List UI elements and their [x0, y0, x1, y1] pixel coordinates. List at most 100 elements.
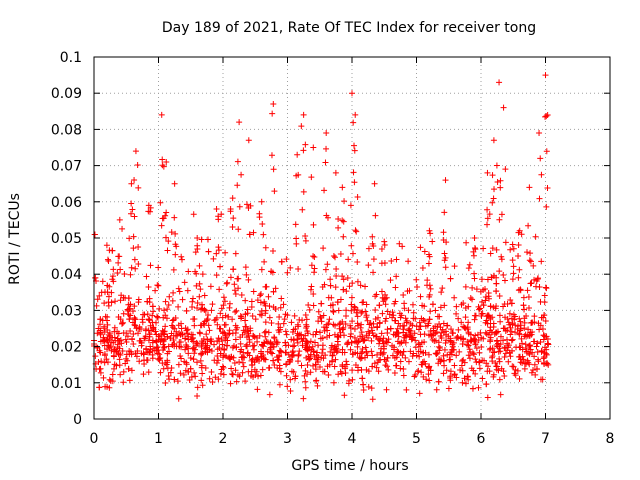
- data-point: [243, 201, 250, 208]
- data-point: [365, 334, 372, 341]
- data-point: [442, 177, 449, 184]
- data-point: [182, 346, 189, 353]
- data-point: [447, 375, 454, 382]
- data-point: [234, 275, 241, 282]
- chart-title: Day 189 of 2021, Rate Of TEC Index for r…: [162, 20, 536, 36]
- data-point: [92, 353, 99, 360]
- data-point: [540, 332, 547, 339]
- data-point: [238, 292, 245, 299]
- data-point: [330, 253, 337, 260]
- data-point: [220, 294, 227, 301]
- data-point: [189, 298, 196, 305]
- data-point: [270, 288, 277, 295]
- data-point: [326, 316, 333, 323]
- data-point: [130, 331, 137, 338]
- data-point: [496, 268, 503, 275]
- data-point: [349, 280, 356, 287]
- data-point: [509, 336, 516, 343]
- data-point: [489, 199, 496, 206]
- data-point: [447, 338, 454, 345]
- data-point: [302, 312, 309, 319]
- data-point: [178, 256, 185, 263]
- data-point: [237, 340, 244, 347]
- data-point: [139, 316, 146, 323]
- data-point: [268, 319, 275, 326]
- data-point: [442, 340, 449, 347]
- data-point: [483, 360, 490, 367]
- data-point: [278, 295, 285, 302]
- data-point: [241, 329, 248, 336]
- data-point: [223, 280, 230, 287]
- data-point: [438, 357, 445, 364]
- data-point: [123, 339, 130, 346]
- data-point: [229, 316, 236, 323]
- data-point: [223, 334, 230, 341]
- data-point: [262, 328, 269, 335]
- data-point: [110, 266, 117, 273]
- data-point: [416, 353, 423, 360]
- data-point: [215, 247, 222, 254]
- data-point: [133, 325, 140, 332]
- data-point: [335, 307, 342, 314]
- data-point: [440, 370, 447, 377]
- data-point: [304, 339, 311, 346]
- data-point: [196, 262, 203, 269]
- data-point: [295, 332, 302, 339]
- data-point: [231, 287, 238, 294]
- data-point: [438, 289, 445, 296]
- data-point: [138, 339, 145, 346]
- data-point: [128, 200, 135, 207]
- data-point: [463, 239, 470, 246]
- data-point: [131, 256, 138, 263]
- data-point: [134, 347, 141, 354]
- data-point: [145, 284, 152, 291]
- data-point: [322, 352, 329, 359]
- data-point: [341, 198, 348, 205]
- data-point: [471, 244, 478, 251]
- data-point: [526, 257, 533, 264]
- data-point: [340, 233, 347, 240]
- data-point: [451, 362, 458, 369]
- data-point: [310, 331, 317, 338]
- data-point: [238, 346, 245, 353]
- data-point: [536, 283, 543, 290]
- data-point: [382, 318, 389, 325]
- data-point: [157, 369, 164, 376]
- data-point: [351, 179, 358, 186]
- data-point: [260, 343, 267, 350]
- data-point: [105, 342, 112, 349]
- data-point: [109, 371, 116, 378]
- data-point: [223, 342, 230, 349]
- data-point: [545, 361, 552, 368]
- data-point: [298, 362, 305, 369]
- data-point: [496, 376, 503, 383]
- data-point: [147, 348, 154, 355]
- data-point: [271, 334, 278, 341]
- data-point: [168, 330, 175, 337]
- data-point: [293, 172, 300, 179]
- data-point: [530, 366, 537, 373]
- data-point: [198, 377, 205, 384]
- data-point: [416, 319, 423, 326]
- data-point: [345, 380, 352, 387]
- data-point: [268, 152, 275, 159]
- data-point: [305, 356, 312, 363]
- data-point: [490, 195, 497, 202]
- data-point: [465, 376, 472, 383]
- data-point: [527, 258, 534, 265]
- data-point: [295, 265, 302, 272]
- data-point: [233, 344, 240, 351]
- data-point: [318, 300, 325, 307]
- data-point: [127, 327, 134, 334]
- data-point: [332, 284, 339, 291]
- data-point: [295, 358, 302, 365]
- data-point: [348, 294, 355, 301]
- data-point: [306, 344, 313, 351]
- data-point: [467, 336, 474, 343]
- data-point: [105, 331, 112, 338]
- data-point: [261, 298, 268, 305]
- data-point: [236, 203, 243, 210]
- data-point: [465, 352, 472, 359]
- data-point: [469, 385, 476, 392]
